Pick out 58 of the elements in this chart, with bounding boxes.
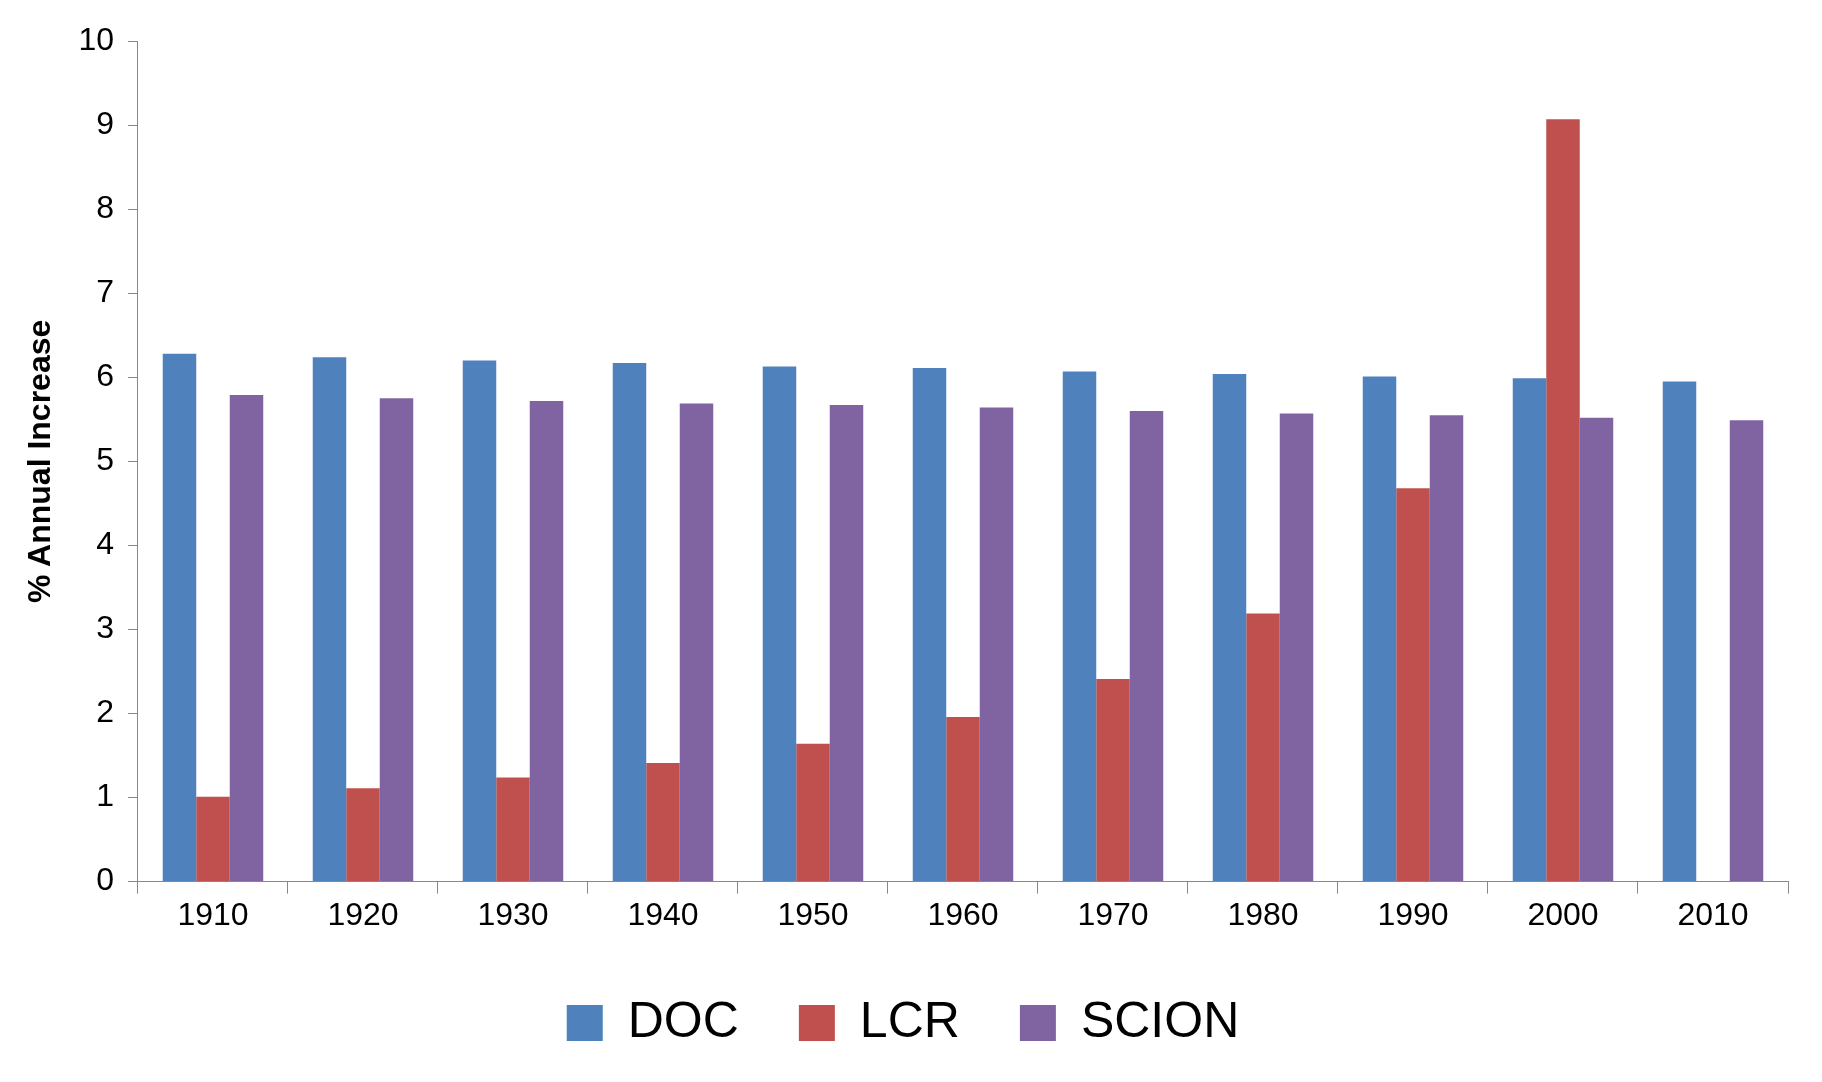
bar (496, 777, 530, 882)
x-tick-label: 1960 (927, 895, 999, 932)
legend-label: LCR (859, 991, 960, 1048)
y-tick-label: 5 (96, 441, 114, 478)
bar (1512, 378, 1547, 882)
bar (1279, 413, 1314, 882)
bar (1212, 374, 1247, 882)
bar (196, 796, 230, 882)
x-tick-label: 1920 (327, 895, 399, 932)
bar (1429, 415, 1464, 882)
bar (1546, 119, 1580, 882)
y-tick-label: 6 (96, 357, 114, 394)
x-tick-label: 1980 (1227, 895, 1299, 932)
x-tick-label: 1930 (477, 895, 549, 932)
y-tick-label: 7 (96, 273, 114, 310)
bar (979, 407, 1014, 882)
bar (1729, 420, 1764, 882)
bar (462, 360, 497, 882)
bar (379, 398, 414, 882)
y-tick-label: 1 (96, 777, 114, 814)
bar (229, 395, 264, 882)
x-tick-label: 1940 (627, 895, 699, 932)
bar (946, 716, 980, 882)
y-tick-label: 0 (96, 861, 114, 898)
bar (1129, 410, 1164, 882)
bar (1246, 613, 1280, 882)
bar (796, 743, 830, 882)
legend-label: DOC (627, 991, 739, 1048)
bar (346, 788, 380, 882)
bar (312, 357, 347, 882)
bar (612, 363, 647, 882)
bar (762, 366, 797, 882)
x-tick-label: 2000 (1527, 895, 1599, 932)
bar (1096, 679, 1130, 882)
bar (829, 405, 864, 882)
x-tick-label: 1950 (777, 895, 849, 932)
x-tick-label: 1910 (177, 895, 249, 932)
bar (1062, 371, 1097, 882)
bar (162, 353, 197, 882)
bar (529, 400, 564, 882)
x-tick-label: 2010 (1677, 895, 1749, 932)
y-tick-label: 4 (96, 525, 114, 562)
bar (1396, 488, 1430, 882)
bar (1362, 376, 1397, 882)
x-tick-label: 1990 (1377, 895, 1449, 932)
y-axis-title: % Annual Increase (21, 319, 58, 604)
y-tick-label: 8 (96, 189, 114, 226)
y-tick-label: 10 (78, 21, 114, 58)
bar (912, 368, 947, 882)
x-tick-label: 1970 (1077, 895, 1149, 932)
bar (1662, 381, 1697, 882)
y-tick-label: 3 (96, 609, 114, 646)
y-tick-label: 2 (96, 693, 114, 730)
legend-label: SCION (1080, 991, 1240, 1048)
y-tick-label: 9 (96, 105, 114, 142)
bar (1579, 417, 1614, 882)
bar (646, 763, 680, 882)
bar (679, 403, 714, 882)
